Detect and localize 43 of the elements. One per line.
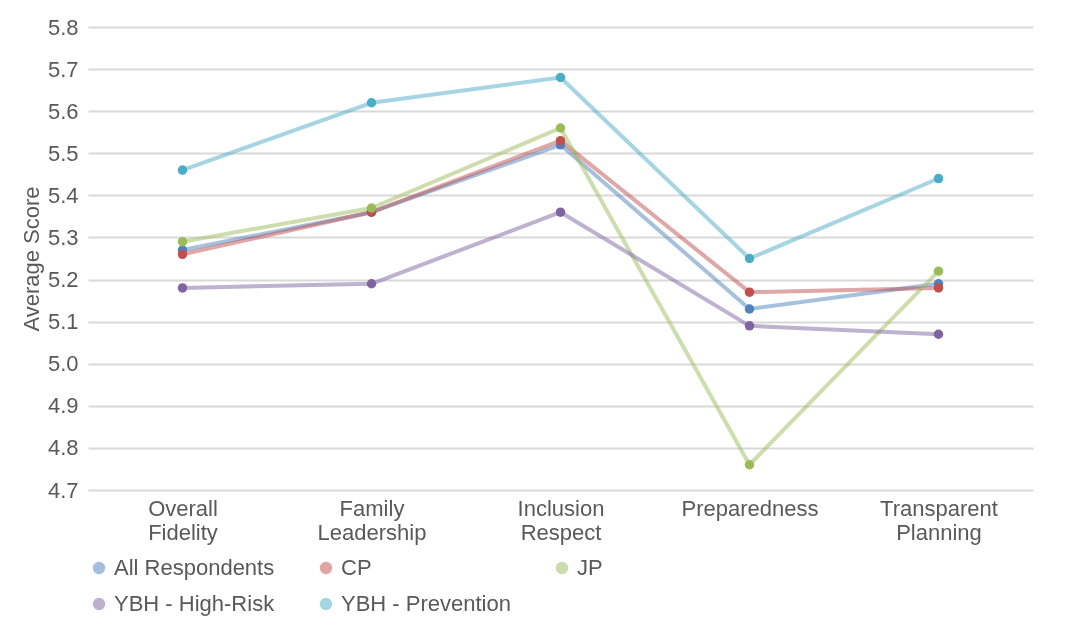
point — [744, 321, 755, 331]
y-tick-label: 5.0 — [47, 351, 79, 377]
y-tick-label: 5.1 — [47, 309, 79, 335]
legend-label: YBH - High-Risk — [114, 591, 276, 616]
y-tick-label: 4.7 — [47, 477, 79, 503]
legend-label: CP — [341, 555, 372, 580]
legend-label: YBH - Prevention — [341, 591, 511, 616]
point — [744, 287, 755, 297]
x-tick-label: Preparedness — [681, 495, 819, 521]
point — [177, 283, 188, 293]
point — [555, 135, 566, 146]
y-tick-label: 5.6 — [47, 98, 79, 124]
point — [555, 207, 566, 217]
legend-label: All Respondents — [114, 555, 275, 580]
y-axis-title: Average Score — [18, 186, 44, 332]
point — [366, 279, 377, 289]
point — [177, 165, 188, 175]
point — [933, 173, 944, 184]
y-tick-label: 5.8 — [47, 14, 79, 40]
point — [177, 236, 188, 247]
point — [366, 203, 377, 213]
point — [177, 249, 188, 260]
x-tick-label: Inclusion Respect — [517, 495, 605, 545]
point — [933, 329, 944, 339]
legend-label: JP — [577, 555, 603, 580]
x-tick-label: Overall Fidelity — [148, 495, 218, 545]
y-tick-label: 5.7 — [47, 56, 79, 82]
y-tick-label: 5.3 — [47, 224, 79, 250]
y-tick-label: 5.4 — [47, 182, 79, 208]
y-tick-label: 4.9 — [47, 393, 79, 419]
point — [366, 98, 377, 108]
point — [744, 253, 755, 264]
y-tick-label: 5.5 — [47, 140, 79, 166]
point — [744, 304, 755, 314]
point — [555, 123, 566, 133]
x-tick-label: Family Leadership — [317, 495, 427, 545]
point — [933, 283, 944, 293]
y-tick-label: 5.2 — [47, 267, 79, 293]
y-tick-label: 4.8 — [47, 435, 79, 461]
point — [555, 72, 566, 83]
x-tick-label: Transparent Planning — [880, 495, 998, 545]
point — [744, 460, 755, 470]
point — [933, 266, 944, 276]
